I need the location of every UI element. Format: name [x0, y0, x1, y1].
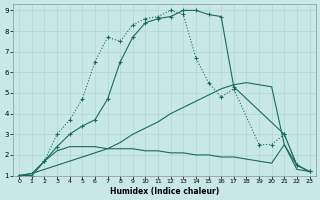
X-axis label: Humidex (Indice chaleur): Humidex (Indice chaleur)	[110, 187, 219, 196]
